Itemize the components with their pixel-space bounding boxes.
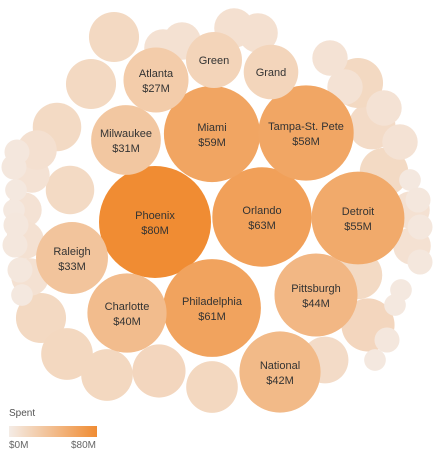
bubble-unlabeled[interactable] xyxy=(364,349,386,371)
bubble-unlabeled[interactable] xyxy=(384,294,406,316)
bubble-unlabeled[interactable] xyxy=(65,58,117,110)
bubble-pittsburgh[interactable] xyxy=(274,253,358,337)
bubble-grand[interactable] xyxy=(243,44,299,100)
bubble-green[interactable] xyxy=(186,32,242,88)
bubble-unlabeled[interactable] xyxy=(17,130,57,170)
legend-color-ramp xyxy=(9,426,97,437)
bubble-tampa-st-pete[interactable] xyxy=(258,85,354,181)
bubble-unlabeled[interactable] xyxy=(238,13,278,53)
bubble-miami[interactable] xyxy=(163,85,261,183)
bubble-unlabeled[interactable] xyxy=(15,292,67,344)
bubble-value-label: $63M xyxy=(248,220,276,232)
bubble-charlotte[interactable] xyxy=(87,273,167,353)
bubble-raleigh[interactable] xyxy=(36,222,108,294)
bubble-atlanta[interactable] xyxy=(123,47,189,113)
bubble-unlabeled[interactable] xyxy=(407,249,433,275)
bubble-name-label: Charlotte xyxy=(105,301,150,313)
bubble-value-label: $55M xyxy=(344,221,372,233)
bubble-unlabeled[interactable] xyxy=(41,328,93,380)
bubble-unlabeled[interactable] xyxy=(2,232,28,258)
bubble-name-label: Miami xyxy=(197,122,226,134)
bubble-unlabeled[interactable] xyxy=(186,361,238,413)
bubble-value-label: $40M xyxy=(113,316,141,328)
bubble-unlabeled[interactable] xyxy=(405,187,431,213)
bubble-value-label: $58M xyxy=(292,136,320,148)
bubble-unlabeled[interactable] xyxy=(11,284,33,306)
bubble-unlabeled[interactable] xyxy=(81,349,133,401)
bubble-value-label: $33M xyxy=(58,261,86,273)
bubble-name-label: National xyxy=(260,360,300,372)
bubble-name-label: Atlanta xyxy=(139,68,174,80)
bubble-unlabeled[interactable] xyxy=(5,179,27,201)
bubble-unlabeled[interactable] xyxy=(366,90,402,126)
bubble-unlabeled[interactable] xyxy=(327,69,363,105)
legend-title: Spent xyxy=(9,408,36,419)
bubble-unlabeled[interactable] xyxy=(407,214,433,240)
bubble-value-label: $59M xyxy=(198,137,226,149)
bubble-name-label: Phoenix xyxy=(135,210,175,222)
bubble-name-label: Raleigh xyxy=(53,246,90,258)
bubble-unlabeled[interactable] xyxy=(312,40,348,76)
bubble-national[interactable] xyxy=(239,331,321,413)
bubble-unlabeled[interactable] xyxy=(88,11,140,63)
bubble-value-label: $42M xyxy=(266,375,294,387)
bubble-value-label: $61M xyxy=(198,311,226,323)
bubble-unlabeled[interactable] xyxy=(399,169,421,191)
bubble-phoenix[interactable] xyxy=(99,166,211,278)
bubble-name-label: Milwaukee xyxy=(100,128,152,140)
bubble-name-label: Green xyxy=(199,55,230,67)
bubble-name-label: Orlando xyxy=(242,205,281,217)
bubble-unlabeled[interactable] xyxy=(374,327,400,353)
bubble-name-label: Philadelphia xyxy=(182,296,243,308)
bubble-unlabeled[interactable] xyxy=(1,154,27,180)
bubble-name-label: Pittsburgh xyxy=(291,283,341,295)
bubble-orlando[interactable] xyxy=(212,167,312,267)
bubble-detroit[interactable] xyxy=(311,171,405,265)
bubble-value-label: $27M xyxy=(142,83,170,95)
bubble-value-label: $31M xyxy=(112,143,140,155)
bubble-unlabeled[interactable] xyxy=(382,124,418,160)
bubble-name-label: Detroit xyxy=(342,206,374,218)
bubble-milwaukee[interactable] xyxy=(91,105,161,175)
legend-max-label: $80M xyxy=(71,440,97,451)
bubble-value-label: $80M xyxy=(141,225,169,237)
bubble-unlabeled[interactable] xyxy=(132,344,186,398)
bubble-unlabeled[interactable] xyxy=(7,257,33,283)
bubble-name-label: Grand xyxy=(256,67,287,79)
bubble-unlabeled[interactable] xyxy=(45,165,95,215)
bubble-unlabeled[interactable] xyxy=(3,212,29,238)
bubble-name-label: Tampa-St. Pete xyxy=(268,121,344,133)
legend-min-label: $0M xyxy=(9,440,29,451)
bubble-philadelphia[interactable] xyxy=(163,259,261,357)
bubble-value-label: $44M xyxy=(302,298,330,310)
